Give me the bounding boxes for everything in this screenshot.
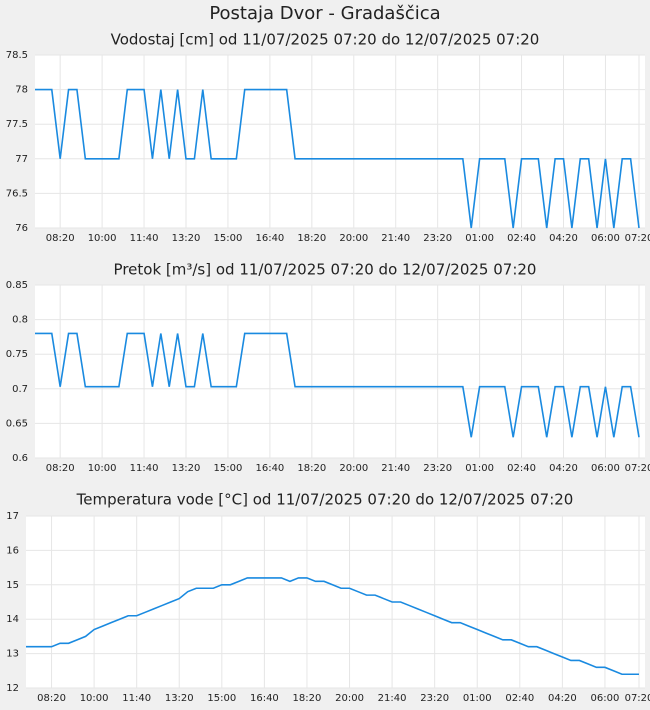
x-tick-label: 06:00 — [591, 693, 620, 704]
y-tick-label: 78.5 — [6, 50, 28, 61]
x-tick-label: 10:00 — [80, 693, 109, 704]
x-tick-label: 08:20 — [46, 233, 75, 244]
x-tick-label: 21:40 — [381, 463, 410, 474]
x-tick-label: 10:00 — [88, 463, 117, 474]
x-tick-label: 04:20 — [549, 463, 578, 474]
x-tick-label: 18:20 — [297, 233, 326, 244]
chart-title: Pretok [m³/s] od 11/07/2025 07:20 do 12/… — [114, 261, 537, 279]
x-tick-label: 16:40 — [255, 233, 284, 244]
x-tick-label: 23:20 — [423, 233, 452, 244]
x-tick-label: 21:40 — [378, 693, 407, 704]
x-tick-label: 02:40 — [507, 463, 536, 474]
y-tick-label: 13 — [6, 649, 19, 660]
y-tick-label: 15 — [6, 580, 19, 591]
y-tick-label: 78 — [15, 85, 28, 96]
y-tick-label: 0.75 — [6, 349, 28, 360]
data-line — [26, 577, 639, 676]
x-tick-label: 07:20 — [625, 463, 650, 474]
x-tick-label: 07:20 — [625, 233, 650, 244]
y-tick-label: 77 — [15, 154, 28, 165]
data-line — [35, 332, 640, 438]
x-tick-label: 11:40 — [122, 693, 151, 704]
data-line — [35, 88, 640, 229]
plot-area — [35, 55, 645, 228]
plot-area — [35, 285, 645, 458]
x-tick-label: 08:20 — [37, 693, 66, 704]
y-tick-label: 16 — [6, 545, 19, 556]
x-tick-label: 06:00 — [591, 463, 620, 474]
x-tick-label: 18:20 — [293, 693, 322, 704]
x-tick-label: 23:20 — [420, 693, 449, 704]
x-tick-label: 20:00 — [335, 693, 364, 704]
x-tick-label: 23:20 — [423, 463, 452, 474]
x-tick-label: 20:00 — [339, 233, 368, 244]
y-tick-label: 12 — [6, 683, 19, 694]
x-tick-label: 21:40 — [381, 233, 410, 244]
y-tick-label: 77.5 — [6, 119, 28, 130]
page-title: Postaja Dvor - Gradaščica — [209, 3, 440, 24]
x-tick-label: 13:20 — [165, 693, 194, 704]
x-tick-label: 01:00 — [463, 693, 492, 704]
y-tick-label: 76.5 — [6, 188, 28, 199]
x-tick-label: 08:20 — [46, 463, 75, 474]
x-tick-label: 16:40 — [250, 693, 279, 704]
x-tick-label: 06:00 — [591, 233, 620, 244]
x-tick-label: 04:20 — [549, 233, 578, 244]
x-tick-label: 15:00 — [207, 693, 236, 704]
x-tick-label: 11:40 — [130, 463, 159, 474]
y-tick-label: 17 — [6, 511, 19, 522]
x-tick-label: 04:20 — [548, 693, 577, 704]
x-tick-label: 02:40 — [505, 693, 534, 704]
x-tick-label: 10:00 — [88, 233, 117, 244]
chart-title: Temperatura vode [°C] od 11/07/2025 07:2… — [76, 491, 574, 509]
y-tick-label: 0.8 — [12, 315, 28, 326]
x-tick-label: 15:00 — [214, 233, 243, 244]
x-tick-label: 07:20 — [625, 693, 650, 704]
y-tick-label: 0.7 — [12, 384, 28, 395]
y-tick-label: 0.6 — [12, 453, 28, 464]
x-tick-label: 02:40 — [507, 233, 536, 244]
x-tick-label: 16:40 — [255, 463, 284, 474]
y-tick-label: 0.65 — [6, 418, 28, 429]
x-tick-label: 18:20 — [297, 463, 326, 474]
x-tick-label: 01:00 — [465, 233, 494, 244]
chart-title: Vodostaj [cm] od 11/07/2025 07:20 do 12/… — [111, 31, 540, 49]
x-tick-label: 11:40 — [130, 233, 159, 244]
plot-area — [26, 516, 645, 688]
y-tick-label: 76 — [15, 223, 28, 234]
x-tick-label: 15:00 — [214, 463, 243, 474]
y-tick-label: 14 — [6, 614, 19, 625]
x-tick-label: 13:20 — [172, 463, 201, 474]
y-tick-label: 0.85 — [6, 280, 28, 291]
x-tick-label: 20:00 — [339, 463, 368, 474]
x-tick-label: 01:00 — [465, 463, 494, 474]
x-tick-label: 13:20 — [172, 233, 201, 244]
